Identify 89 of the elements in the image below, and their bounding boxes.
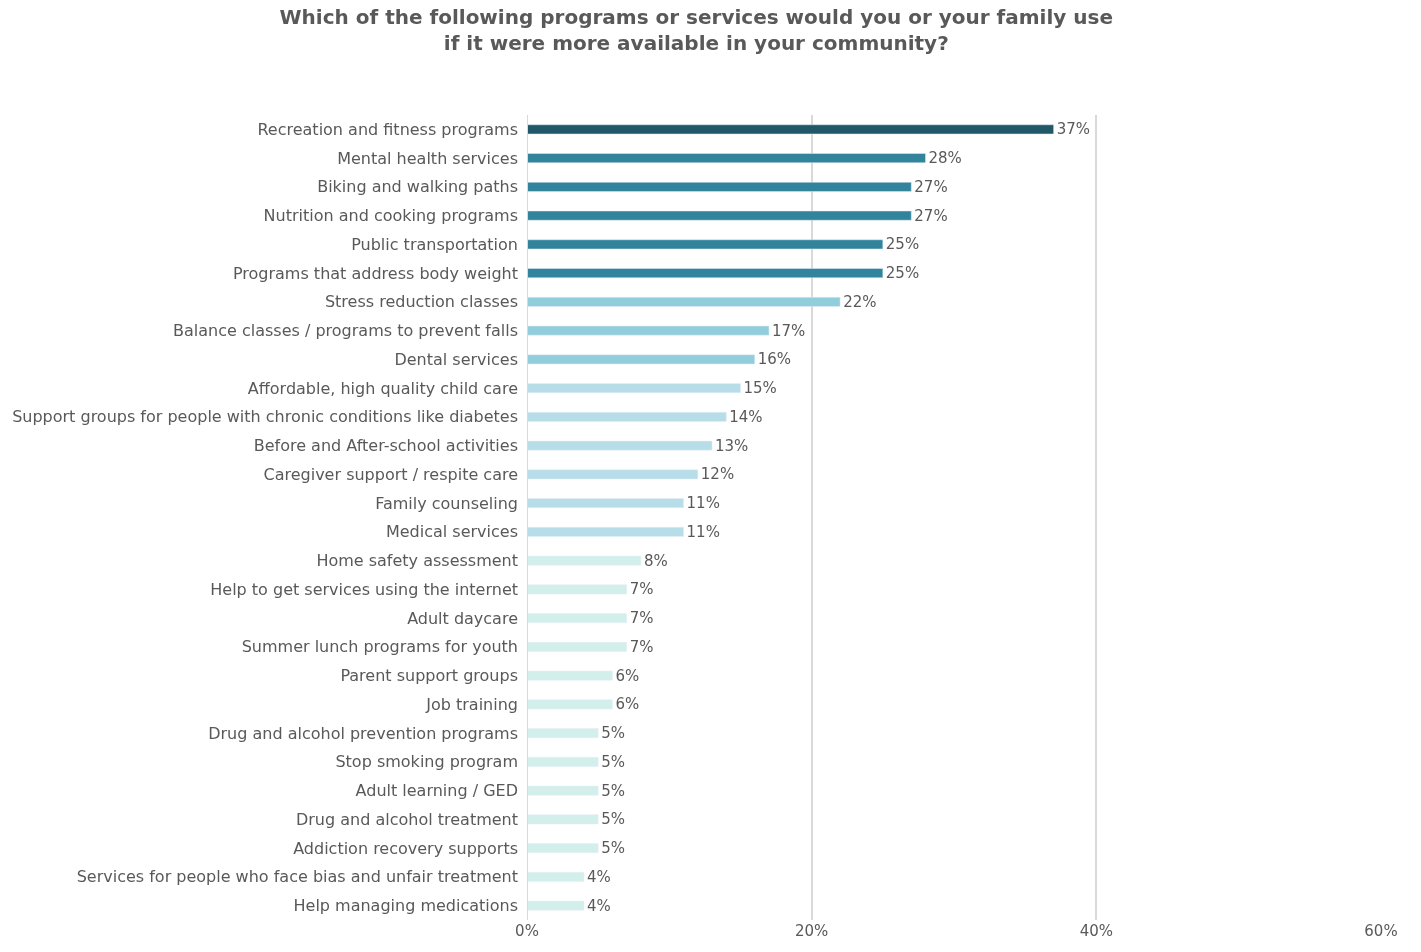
data-label: 25%	[885, 235, 920, 254]
data-label: 28%	[928, 149, 962, 168]
data-label: 7%	[629, 580, 654, 599]
y-tick-label: Help managing medications	[293, 896, 518, 916]
bar	[527, 268, 884, 278]
data-label: 13%	[715, 436, 749, 455]
data-label: 37%	[1056, 120, 1090, 139]
data-label: 7%	[629, 637, 654, 656]
y-tick-label: Mental health services	[337, 148, 518, 168]
data-label: 22%	[843, 292, 877, 311]
bar	[527, 124, 1054, 135]
x-tick-label: 40%	[1079, 922, 1113, 940]
data-label: 5%	[601, 810, 625, 829]
data-label: 11%	[686, 522, 720, 541]
data-label: 6%	[615, 695, 640, 714]
data-label: 17%	[771, 321, 806, 340]
bar	[527, 297, 841, 307]
y-tick-label: Support groups for people with chronic conditions like diabetes	[12, 407, 518, 427]
y-tick-label: Biking and walking paths	[317, 177, 518, 197]
bar	[527, 555, 642, 566]
data-label: 25%	[885, 264, 920, 283]
data-label: 15%	[743, 379, 777, 398]
data-label: 8%	[643, 551, 668, 570]
bar	[527, 872, 585, 882]
data-label: 27%	[914, 206, 948, 225]
data-label: 4%	[586, 896, 611, 915]
y-tick-label: Family counseling	[375, 493, 518, 513]
y-tick-label: Job training	[425, 694, 518, 714]
y-tick-label: Home safety assessment	[316, 551, 518, 571]
bar	[527, 153, 926, 163]
bar	[527, 642, 627, 652]
bar	[527, 699, 613, 710]
data-label: 5%	[601, 781, 625, 800]
data-label: 5%	[601, 839, 625, 858]
data-label: 5%	[601, 724, 625, 743]
y-tick-label: Balance classes / programs to prevent falls	[173, 321, 518, 341]
y-tick-label: Drug and alcohol treatment	[295, 809, 518, 829]
bar	[527, 814, 599, 825]
y-tick-label: Affordable, high quality child care	[247, 378, 518, 398]
data-label: 4%	[586, 867, 611, 886]
data-label: 27%	[914, 177, 948, 196]
bar	[527, 325, 770, 336]
bar	[527, 469, 699, 480]
x-tick-label: 60%	[1364, 922, 1398, 940]
data-label: 16%	[757, 350, 792, 369]
y-tick-label: Programs that address body weight	[232, 263, 518, 283]
y-tick-label: Adult daycare	[407, 608, 518, 628]
x-tick-label: 0%	[515, 922, 539, 940]
data-label: 12%	[700, 465, 735, 484]
y-tick-label: Stop smoking program	[335, 752, 518, 772]
bar	[527, 182, 912, 192]
bar	[527, 498, 684, 508]
y-tick-label: Caregiver support / respite care	[263, 464, 518, 484]
y-tick-label: Drug and alcohol prevention programs	[208, 723, 518, 743]
data-label: 5%	[601, 752, 625, 771]
y-tick-label: Dental services	[394, 349, 518, 369]
y-tick-label: Recreation and fitness programs	[257, 119, 518, 139]
data-label: 7%	[629, 609, 654, 628]
bar	[527, 210, 912, 221]
bar	[527, 383, 741, 393]
bar	[527, 527, 684, 537]
bar	[527, 843, 599, 853]
y-tick-label: Before and After-school activities	[253, 436, 518, 456]
y-tick-label: Summer lunch programs for youth	[241, 637, 518, 657]
y-tick-label: Adult learning / GED	[355, 781, 518, 801]
y-tick-label: Stress reduction classes	[324, 292, 518, 312]
y-tick-label: Help to get services using the internet	[210, 579, 518, 599]
data-label: 6%	[615, 666, 640, 685]
data-label: 11%	[686, 494, 720, 513]
bar	[527, 440, 713, 451]
y-tick-label: Addiction recovery supports	[293, 838, 518, 858]
y-tick-label: Public transportation	[351, 234, 518, 254]
bar	[527, 613, 627, 623]
data-label: 14%	[729, 407, 763, 426]
bar	[527, 728, 599, 738]
bar	[527, 900, 585, 911]
bar	[527, 757, 599, 767]
chart-title: Which of the following programs or services would you or your family use if it were more available in your community?	[279, 4, 1114, 55]
x-tick-label: 20%	[795, 922, 829, 940]
bar	[527, 670, 613, 681]
bar	[527, 584, 627, 595]
y-tick-label: Nutrition and cooking programs	[263, 206, 518, 226]
y-tick-label: Parent support groups	[340, 666, 518, 686]
bar	[527, 785, 599, 796]
y-tick-label: Services for people who face bias and unfair treatment	[76, 867, 518, 887]
bar	[527, 412, 727, 422]
y-tick-label: Medical services	[385, 522, 518, 542]
bar	[527, 239, 884, 250]
bar	[527, 354, 755, 365]
